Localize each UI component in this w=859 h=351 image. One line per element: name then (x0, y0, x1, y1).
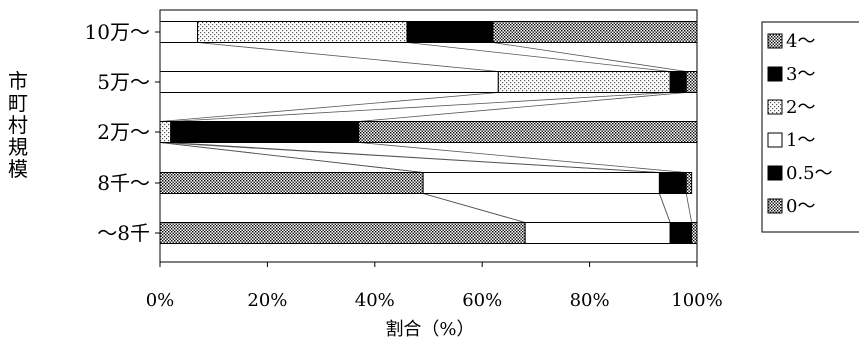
x-tick-label: 20% (247, 290, 287, 311)
legend-label: 2～ (786, 97, 815, 118)
series-line-2-4 (170, 92, 671, 122)
plot-frame (155, 9, 698, 267)
series-line-4-2 (423, 193, 526, 223)
bar-segment-1-3 (159, 21, 199, 43)
legend-swatch (767, 66, 783, 82)
bar-segment-4-6 (685, 172, 693, 194)
bar-segment-4-3 (422, 172, 660, 194)
x-tick-label: 80% (570, 290, 610, 311)
bar-segment-4-1 (159, 172, 424, 194)
category-labels: 10万～ 5万～ 2万～ 8千～ ～8千 (85, 20, 150, 245)
y-axis-label-char: 町 (8, 91, 28, 115)
x-tick-label: 60% (462, 290, 502, 311)
legend: 4～ 3～ 2～ 1～ 0.5～ 0～ (761, 21, 859, 233)
series-line-2-3 (159, 92, 499, 122)
bar-segment-1-5 (406, 21, 494, 43)
series-line-1-4 (406, 42, 671, 72)
series-line-3-4 (170, 142, 660, 173)
y-axis-label-char: 模 (8, 157, 28, 181)
bar-segment-1-4 (197, 21, 408, 43)
series-line-2-5 (358, 92, 687, 122)
legend-label: 4～ (786, 31, 815, 52)
series-line-4-4 (659, 193, 671, 223)
legend-swatch (767, 99, 783, 115)
x-tick-label: 100% (671, 290, 722, 311)
legend-label: 0.5～ (786, 163, 833, 184)
bar-segment-3-5 (170, 121, 360, 143)
legend-label: 1～ (786, 130, 815, 151)
bar-segment-3-6 (358, 121, 698, 143)
bar-segment-5-5 (669, 222, 693, 244)
legend-box (761, 21, 859, 233)
bar-segment-2-4 (497, 71, 671, 93)
legend-swatch (767, 33, 783, 49)
y-axis-label-char: 市 (8, 69, 28, 93)
bars (159, 21, 698, 244)
x-tick-label: 40% (355, 290, 395, 311)
x-axis-label: 割合（%） (385, 319, 474, 340)
bar-segment-5-6 (691, 222, 698, 244)
category-label: 8千～ (97, 171, 150, 195)
category-label: 5万～ (97, 70, 150, 94)
series-line-4-5 (685, 193, 693, 223)
bar-segment-4-5 (658, 172, 687, 194)
series-line-3-2 (159, 142, 424, 173)
bar-segment-5-3 (524, 222, 671, 244)
x-tick-label: 0% (146, 290, 175, 311)
bar-segment-1-6 (492, 21, 698, 43)
legend-swatch (767, 132, 783, 148)
series-line-1-5 (492, 42, 687, 72)
category-label: 2万～ (97, 120, 150, 144)
bar-segment-2-3 (159, 71, 499, 93)
series-line-3-5 (358, 142, 687, 173)
bar-segment-2-5 (669, 71, 687, 93)
category-label: 10万～ (85, 20, 150, 44)
bar-segment-3-4 (159, 121, 172, 143)
legend-label: 0～ (786, 196, 815, 217)
legend-swatch (767, 198, 783, 214)
y-axis-label-char: 村 (8, 113, 28, 137)
category-label: ～8千 (97, 221, 150, 245)
x-tick-labels: 0% 20% 40% 60% 80% 100% (146, 290, 723, 311)
plot-area-border (159, 9, 698, 263)
legend-label: 3～ (786, 64, 815, 85)
series-line-1-3 (197, 42, 499, 72)
legend-swatch (767, 165, 783, 181)
bar-segment-5-1 (159, 222, 526, 244)
bar-segment-2-6 (685, 71, 698, 93)
y-axis-label-char: 規 (8, 135, 28, 159)
